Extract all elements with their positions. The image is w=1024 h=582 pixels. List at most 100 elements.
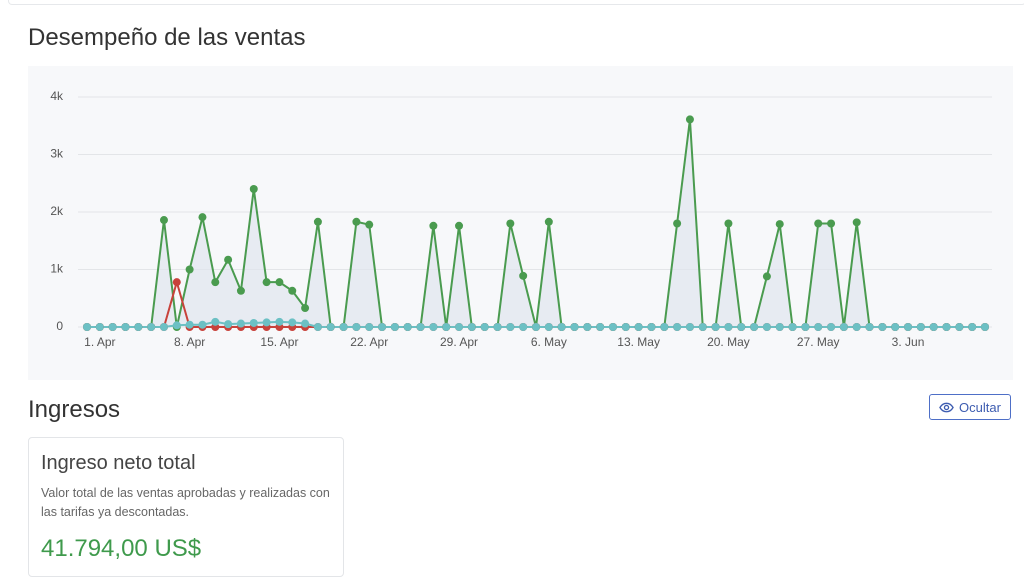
point: [814, 219, 823, 228]
point: [147, 323, 156, 331]
point: [865, 323, 874, 331]
point: [378, 323, 387, 331]
chart-background: [28, 66, 1013, 380]
point: [634, 323, 643, 331]
point: [775, 323, 784, 331]
point: [134, 323, 143, 331]
point: [172, 321, 181, 330]
point: [788, 323, 797, 331]
point: [891, 323, 900, 331]
point: [583, 323, 592, 331]
point: [236, 319, 245, 328]
point: [275, 278, 284, 287]
point: [365, 323, 374, 331]
point: [916, 323, 925, 331]
point: [519, 323, 528, 331]
card-title: Ingreso neto total: [41, 452, 196, 474]
point: [455, 323, 464, 331]
point: [698, 323, 707, 331]
point: [275, 317, 284, 326]
point: [95, 323, 104, 331]
point: [480, 323, 489, 331]
point: [429, 221, 438, 230]
point: [929, 323, 938, 331]
point: [198, 320, 207, 329]
point: [724, 323, 733, 331]
point: [313, 217, 322, 226]
point: [814, 323, 823, 331]
point: [493, 323, 502, 331]
point: [839, 323, 848, 331]
x-tick-label: 29. Apr: [440, 335, 478, 349]
point: [224, 320, 233, 329]
chart-title: Desempeño de las ventas: [28, 24, 306, 51]
point: [429, 323, 438, 331]
point: [852, 218, 861, 227]
point: [570, 323, 579, 331]
point: [326, 323, 335, 331]
point: [198, 213, 207, 222]
point: [121, 323, 130, 331]
x-tick-label: 27. May: [797, 335, 840, 349]
point: [596, 323, 605, 331]
point: [185, 320, 194, 329]
card-description: Valor total de las ventas aprobadas y re…: [41, 486, 330, 519]
y-tick-label: 0: [56, 319, 63, 333]
point: [288, 318, 297, 327]
point: [249, 185, 258, 193]
point: [467, 323, 476, 331]
point: [519, 271, 528, 280]
card-amount: 41.794,00 US$: [41, 535, 202, 562]
point: [455, 221, 464, 230]
point: [852, 323, 861, 331]
point: [352, 217, 361, 226]
y-tick-label: 3k: [50, 147, 64, 161]
top-panel: [8, 0, 1024, 5]
point: [365, 220, 374, 229]
point: [313, 323, 322, 331]
point: [403, 323, 412, 331]
hide-button[interactable]: Ocultar: [929, 394, 1011, 420]
point: [621, 323, 630, 331]
point: [339, 323, 348, 331]
button-label[interactable]: Ocultar: [959, 399, 1001, 415]
point: [942, 323, 951, 331]
point: [236, 286, 245, 295]
point: [288, 286, 297, 295]
point: [108, 323, 117, 331]
point: [506, 323, 515, 331]
point: [352, 323, 361, 331]
y-tick-label: 2k: [50, 204, 64, 218]
point: [544, 217, 553, 226]
point: [390, 323, 399, 331]
point: [211, 317, 220, 326]
point: [981, 323, 989, 331]
point: [262, 318, 271, 327]
x-tick-label: 15. Apr: [260, 335, 298, 349]
point: [159, 216, 168, 225]
point: [685, 323, 694, 331]
x-tick-label: 6. May: [531, 335, 567, 349]
point: [532, 323, 540, 331]
point: [775, 220, 784, 229]
eye-icon: [939, 402, 954, 412]
point: [801, 323, 810, 331]
x-tick-label: 3. Jun: [892, 335, 925, 349]
point: [301, 304, 310, 313]
point: [647, 323, 656, 331]
point: [660, 323, 669, 331]
point: [878, 323, 887, 331]
x-tick-label: 8. Apr: [174, 335, 205, 349]
point: [557, 323, 566, 331]
point: [262, 278, 271, 287]
x-tick-label: 13. May: [617, 335, 660, 349]
point: [416, 323, 425, 331]
section-title: Ingresos: [28, 396, 121, 423]
point: [968, 323, 977, 331]
x-tick-label: 1. Apr: [84, 335, 115, 349]
point: [185, 265, 194, 274]
point: [211, 278, 220, 287]
chart: 0 1k 2k 3k 4k 1. Apr 8. Apr 15. Apr 22. Apr 29. A…: [28, 66, 1013, 380]
x-tick-label: 22. Apr: [350, 335, 388, 349]
point: [685, 115, 694, 124]
